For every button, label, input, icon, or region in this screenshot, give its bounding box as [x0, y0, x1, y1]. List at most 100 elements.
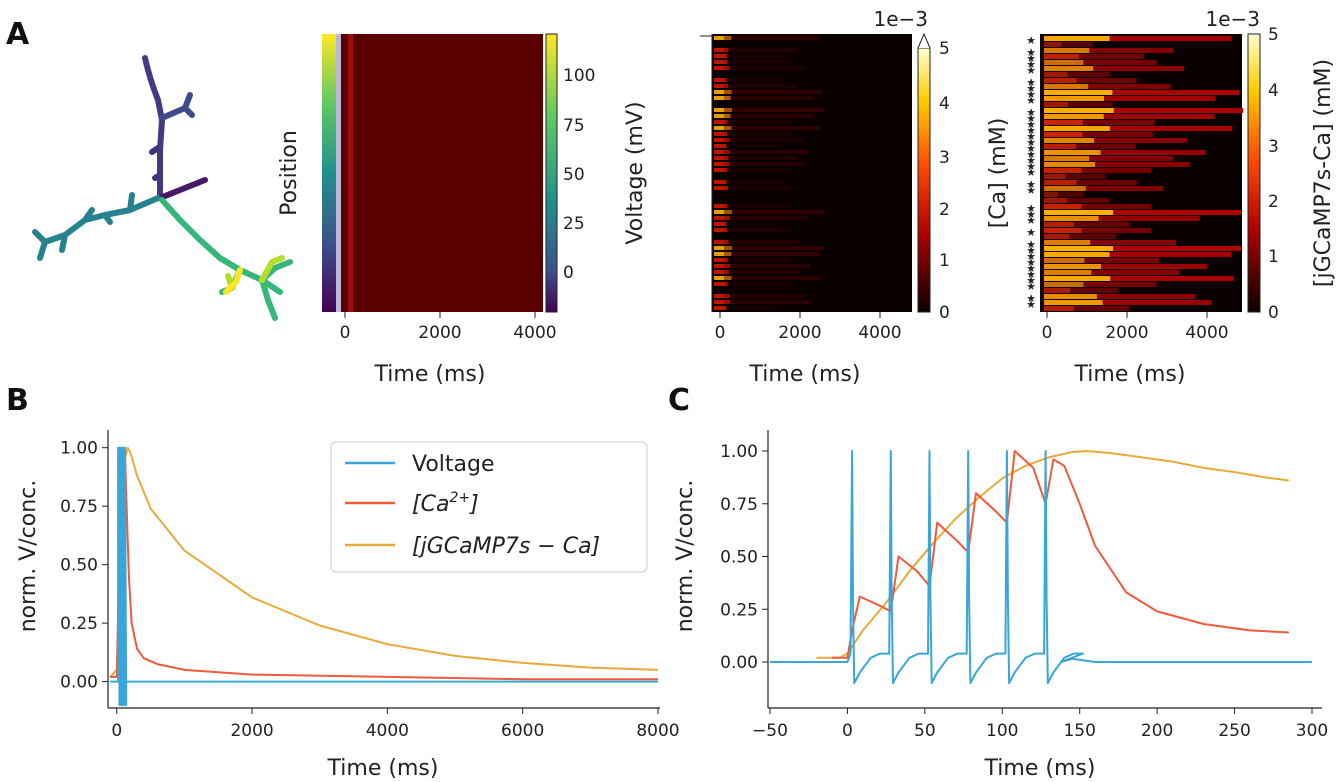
indicator-row — [1044, 258, 1160, 263]
calcium-row-burst — [714, 258, 728, 262]
stimulus-star-icon: ★ — [1026, 178, 1036, 191]
indicator-row-peak — [1044, 240, 1091, 245]
calcium-row-burst — [714, 78, 727, 82]
calcium-colorbar — [917, 47, 931, 313]
tick-label: 1 — [939, 251, 950, 271]
y-tick-label: 0.25 — [720, 600, 758, 620]
indicator-row — [1044, 42, 1094, 47]
indicator-row — [1044, 138, 1188, 143]
calcium-row-decay — [724, 36, 820, 40]
calcium-row-decay — [724, 180, 784, 184]
stimulus-star-icon: ★ — [1026, 184, 1036, 197]
stimulus-star-icon: ★ — [1026, 76, 1036, 89]
indicator-row-peak — [1044, 66, 1094, 71]
indicator-row — [1044, 96, 1216, 101]
indicator-row — [1044, 234, 1117, 239]
legend: Voltage [Ca2+] [jGCaMP7s − Ca] — [330, 441, 648, 573]
stimulus-star-icon: ★ — [1026, 268, 1036, 281]
tick-label: 4 — [939, 94, 950, 114]
indicator-row-peak — [1044, 228, 1082, 233]
indicator-row — [1044, 300, 1212, 305]
indicator-row — [1044, 156, 1173, 161]
indicator-row — [1044, 168, 1152, 173]
tick-label: 0 — [1268, 303, 1279, 323]
stimulus-star-icon: ★ — [1026, 238, 1036, 251]
calcium-row-decay — [724, 162, 804, 166]
x-tick-label: 0 — [842, 721, 853, 741]
stimulus-markers: ★★★★★★★★★★★★★★★★★★★★★★★★★★★★★★★★★★★★ — [1026, 34, 1036, 311]
calcium-row-burst — [714, 126, 732, 130]
neuron-morphology — [32, 55, 293, 321]
indicator-row-peak — [1044, 150, 1101, 155]
voltage-colorbar-label: Voltage (mV) — [623, 101, 648, 244]
calcium-row-burst — [714, 66, 730, 70]
tick-label: 75 — [563, 116, 585, 136]
calcium-row-burst — [714, 144, 727, 148]
calcium-row-decay — [724, 66, 802, 70]
calcium-row-burst — [714, 276, 732, 280]
stimulus-star-icon: ★ — [1026, 88, 1036, 101]
calcium-row-burst — [714, 120, 728, 124]
indicator-row-peak — [1044, 264, 1102, 269]
tick-label: 50 — [563, 165, 585, 185]
indicator-row-peak — [1044, 258, 1085, 263]
tick-label: 0 — [563, 263, 574, 283]
panel-label-b: B — [6, 383, 29, 418]
legend-label-calcium: [Ca2+] — [412, 490, 479, 517]
indicator-row — [1044, 114, 1215, 119]
calcium-row-decay — [724, 186, 794, 190]
calcium-row-burst — [714, 210, 732, 214]
indicator-row — [1044, 252, 1232, 257]
indicator-row — [1044, 240, 1177, 245]
tick-label: 4000 — [858, 323, 901, 343]
calcium-row-burst — [714, 168, 728, 172]
x-tick-label: 250 — [1218, 721, 1250, 741]
indicator-row — [1044, 306, 1130, 311]
indicator-row — [1044, 192, 1085, 197]
position-colorbar — [322, 34, 336, 312]
calcium-row-decay — [724, 276, 821, 280]
indicator-row-peak — [1044, 114, 1104, 119]
y-tick-label: 0.00 — [60, 673, 98, 693]
calcium-row-decay — [724, 90, 823, 94]
panel-c-plot: −50 0 50 100 150 200 250 300 0.00 0.25 0.50 0.75 1.0… — [673, 430, 1328, 781]
indicator-row — [1044, 186, 1164, 191]
calcium-row-burst — [714, 36, 732, 40]
dendrite-basal-tip-yellow — [223, 267, 243, 295]
indicator-map-xlabel: Time (ms) — [1074, 362, 1186, 387]
indicator-row — [1044, 228, 1151, 233]
stimulus-star-icon: ★ — [1026, 298, 1036, 311]
x-tick-label: −50 — [752, 721, 788, 741]
dendrite-basal-left — [32, 192, 161, 261]
y-tick-label: 0.75 — [60, 497, 98, 517]
panel-b-lines — [109, 446, 659, 706]
indicator-row — [1044, 198, 1110, 203]
tick-label: 0 — [1042, 323, 1053, 343]
calcium-row-burst — [714, 156, 729, 160]
dendrite-basal-right — [159, 197, 293, 321]
indicator-row — [1044, 144, 1136, 149]
indicator-row — [1044, 78, 1137, 83]
indicator-row-peak — [1044, 78, 1077, 83]
indicator-row — [1044, 204, 1152, 209]
indicator-row-peak — [1044, 132, 1083, 137]
indicator-row — [1044, 36, 1232, 41]
series-line-voltage — [110, 446, 658, 706]
indicator-row-peak — [1044, 72, 1068, 77]
calcium-row-decay — [724, 108, 824, 112]
calcium-colorbar-label: [Ca] (mM) — [986, 118, 1011, 229]
x-tick-label: 200 — [1141, 721, 1173, 741]
calcium-heatmap — [712, 34, 912, 312]
calcium-row-burst — [714, 60, 728, 64]
indicator-row — [1044, 162, 1190, 167]
indicator-row — [1044, 174, 1106, 179]
stimulus-star-icon: ★ — [1026, 34, 1036, 47]
tick-label: 4000 — [513, 323, 556, 343]
calcium-row-decay — [724, 126, 820, 130]
indicator-row-peak — [1044, 168, 1082, 173]
tick-label: 2 — [1268, 192, 1279, 212]
indicator-row — [1044, 288, 1119, 293]
indicator-row-peak — [1044, 120, 1083, 125]
indicator-row-peak — [1044, 234, 1070, 239]
stimulus-star-icon: ★ — [1026, 130, 1036, 143]
